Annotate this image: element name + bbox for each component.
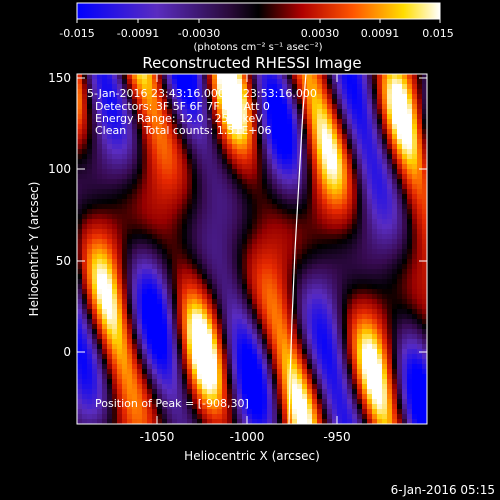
solar-limb-line bbox=[288, 73, 307, 425]
y-axis-ticks bbox=[77, 77, 427, 353]
x-tick-label: -1050 bbox=[140, 430, 175, 444]
peak-position-annotation: Position of Peak = [-908,30] bbox=[95, 397, 249, 410]
y-axis-label: Heliocentric Y (arcsec) bbox=[27, 182, 41, 317]
x-axis-label: Heliocentric X (arcsec) bbox=[184, 449, 320, 463]
x-axis-ticks bbox=[156, 74, 338, 424]
colorbar-tick-label: -0.015 bbox=[59, 27, 94, 40]
y-tick-label: 50 bbox=[56, 254, 71, 268]
reconstructed-image bbox=[77, 74, 427, 424]
colorbar-tick-label: 0.015 bbox=[422, 27, 454, 40]
colorbar-tick-label: 0.0030 bbox=[301, 27, 340, 40]
colorbar-unit-label: (photons cm⁻² s⁻¹ asec⁻²) bbox=[193, 42, 322, 53]
energy-range-annotation: Energy Range: 12.0 - 25.0 keV bbox=[95, 112, 263, 125]
y-tick-label: 100 bbox=[48, 162, 71, 176]
plot-title: Reconstructed RHESSI Image bbox=[142, 54, 361, 72]
x-tick-label: -950 bbox=[323, 430, 350, 444]
colorbar bbox=[76, 2, 441, 20]
detectors-annotation: Detectors: 3F 5F 6F 7F 8F, Att 0 bbox=[95, 100, 270, 113]
time-range-annotation: 5-Jan-2016 23:43:16.000 to 23:53:16.000 bbox=[87, 87, 317, 100]
colorbar-tick-label: -0.0091 bbox=[117, 27, 159, 40]
clean-counts-annotation: Clean Total counts: 1.51E+06 bbox=[95, 124, 272, 137]
colorbar-ticks bbox=[76, 19, 441, 23]
y-tick-label: 0 bbox=[63, 345, 71, 359]
plot-frame bbox=[76, 73, 428, 425]
y-tick-label: 150 bbox=[48, 71, 71, 85]
x-tick-label: -1000 bbox=[230, 430, 265, 444]
plot-timestamp: 6-Jan-2016 05:15 bbox=[391, 483, 495, 497]
colorbar-tick-label: 0.0091 bbox=[361, 27, 400, 40]
colorbar-tick-label: -0.0030 bbox=[178, 27, 220, 40]
